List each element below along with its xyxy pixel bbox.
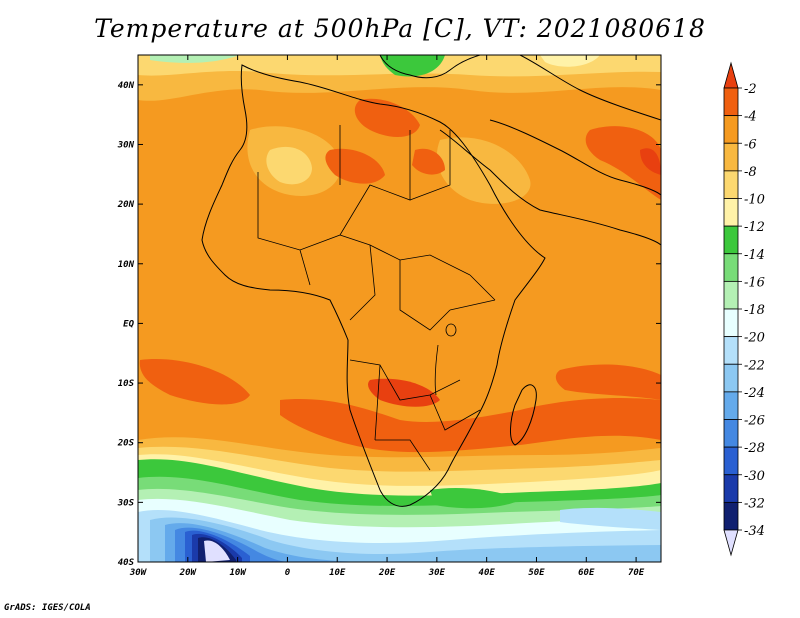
colorbar-label: -16 bbox=[744, 275, 765, 290]
lat-tick-label: 40N bbox=[118, 81, 135, 91]
colorbar-box bbox=[723, 115, 739, 144]
lat-tick-label: EQ bbox=[123, 319, 134, 329]
coastlines bbox=[201, 55, 661, 507]
colorbar-bottom-arrow bbox=[723, 529, 739, 557]
colorbar-label: -14 bbox=[744, 248, 765, 263]
lat-tick-label: 30S bbox=[117, 498, 135, 508]
lat-tick-label: 10N bbox=[118, 260, 135, 270]
colorbar-label: -8 bbox=[744, 165, 757, 180]
colorbar-label: -28 bbox=[744, 441, 765, 456]
colorbar-top-arrow bbox=[723, 61, 739, 89]
colorbar-box bbox=[723, 474, 739, 503]
colorbar-box bbox=[723, 363, 739, 393]
colorbar-box bbox=[723, 225, 739, 255]
lon-tick-label: 60E bbox=[578, 568, 595, 578]
lat-tick-label: 10S bbox=[118, 379, 135, 389]
colorbar-label: -20 bbox=[744, 331, 765, 346]
temperature-field bbox=[138, 55, 661, 562]
lon-tick-label: 30E bbox=[428, 568, 446, 578]
lat-tick-label: 30N bbox=[117, 140, 135, 150]
lon-tick-label: 50E bbox=[528, 568, 545, 578]
colorbar-label: -2 bbox=[744, 82, 757, 97]
colorbar-box bbox=[723, 308, 739, 338]
colorbar-label: -6 bbox=[744, 137, 757, 152]
lat-tick-label: 20S bbox=[117, 439, 135, 449]
colorbar-label: -4 bbox=[744, 110, 757, 125]
country-borders bbox=[257, 125, 496, 471]
colorbar-label: -24 bbox=[744, 386, 765, 401]
colorbar-label: -30 bbox=[744, 469, 765, 484]
map-title: Temperature at 500hPa [C], VT: 202108061… bbox=[94, 14, 706, 43]
lon-tick-label: 70E bbox=[628, 568, 645, 578]
lon-tick-label: 40E bbox=[479, 568, 496, 578]
colorbar: -2 -4 -6 -8 -10 -12 -14 -16 -18 -20 -22 -24 -26 -28 -3… bbox=[723, 61, 765, 557]
colorbar-box bbox=[723, 501, 739, 531]
colorbar-box bbox=[723, 253, 739, 282]
lat-tick-label: 20N bbox=[117, 200, 135, 210]
colorbar-box bbox=[723, 142, 739, 172]
colorbar-label: -12 bbox=[744, 220, 765, 235]
lon-tick-label: 20E bbox=[378, 568, 396, 578]
colorbar-box bbox=[723, 170, 739, 199]
colorbar-label: -26 bbox=[744, 414, 765, 429]
lon-tick-label: 10E bbox=[329, 568, 346, 578]
lon-tick-label: 0 bbox=[285, 568, 291, 578]
colorbar-box bbox=[723, 391, 739, 420]
credit-label: GrADS: IGES/COLA bbox=[4, 603, 91, 613]
lakes bbox=[434, 323, 457, 396]
colorbar-box bbox=[723, 280, 739, 310]
colorbar-box bbox=[723, 336, 739, 365]
colorbar-label: -10 bbox=[744, 193, 765, 208]
colorbar-label: -22 bbox=[744, 358, 765, 373]
colorbar-box bbox=[723, 446, 739, 476]
colorbar-label: -34 bbox=[744, 524, 765, 539]
plot-frame bbox=[137, 54, 662, 563]
lat-tick-label: 40S bbox=[118, 558, 135, 568]
lon-tick-label: 20W bbox=[179, 568, 198, 578]
colorbar-label: -32 bbox=[744, 496, 765, 511]
colorbar-label: -18 bbox=[744, 303, 765, 318]
lon-tick-label: 30W bbox=[129, 568, 148, 578]
lon-tick-label: 10W bbox=[229, 568, 247, 578]
colorbar-box bbox=[723, 198, 739, 227]
colorbar-box bbox=[723, 87, 739, 117]
colorbar-box bbox=[723, 419, 739, 448]
latitude-axis: 40N 30N 20N 10N EQ 10S 20S 30S 40S bbox=[117, 81, 661, 568]
longitude-axis: 30W 20W 10W 0 10E 20E 30E 40E 50E 60E 70E bbox=[129, 55, 645, 578]
